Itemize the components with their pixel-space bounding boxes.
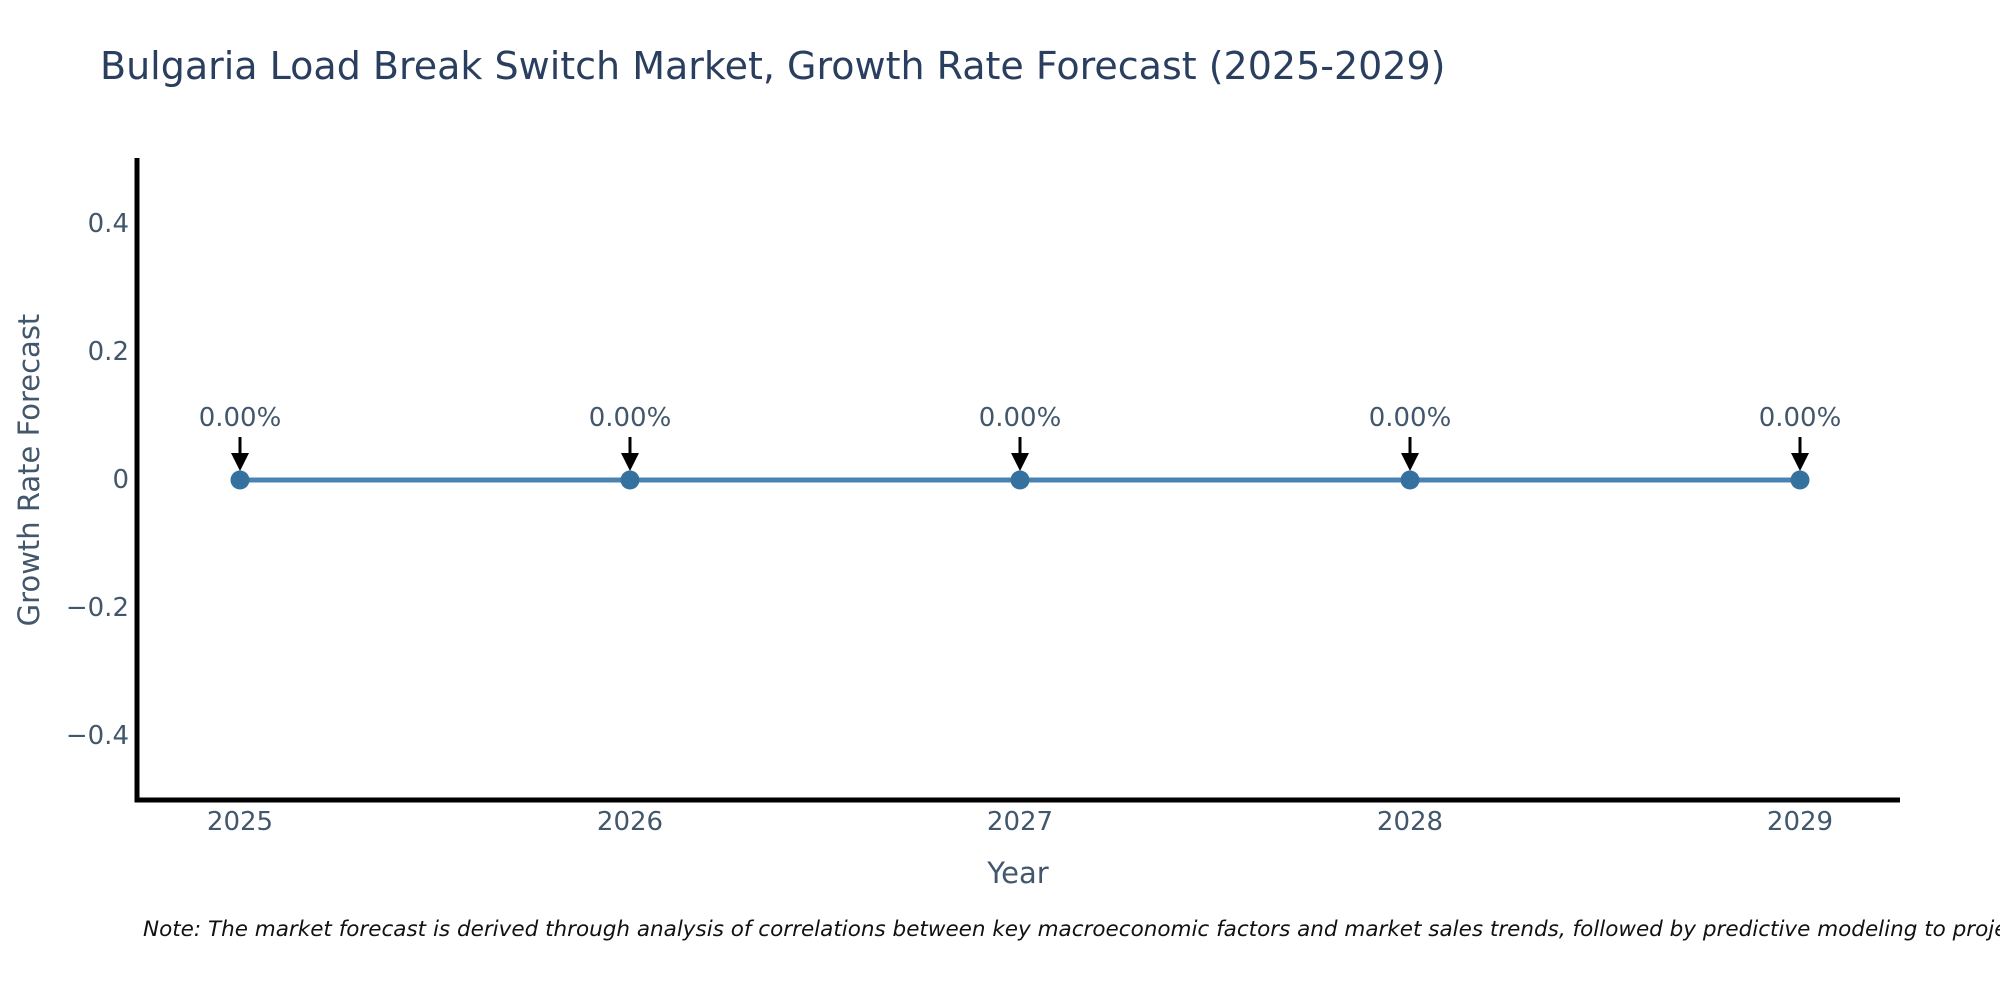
footnote: Note: The market forecast is derived thr… bbox=[143, 917, 2000, 942]
y-tick-label: −0.2 bbox=[65, 593, 129, 623]
annotation-arrow-2029 bbox=[1791, 437, 1809, 471]
x-axis-title: Year bbox=[987, 856, 1049, 890]
x-tick-label: 2028 bbox=[1376, 807, 1444, 837]
y-tick-label: −0.4 bbox=[65, 721, 129, 751]
point-value-label: 0.00% bbox=[978, 403, 1062, 433]
point-value-label: 0.00% bbox=[1368, 403, 1452, 433]
point-value-label: 0.00% bbox=[1758, 403, 1842, 433]
x-tick-label: 2026 bbox=[596, 807, 664, 837]
x-tick-label: 2029 bbox=[1766, 807, 1834, 837]
annotation-arrow-2027 bbox=[1011, 437, 1029, 471]
x-tick-label: 2025 bbox=[206, 807, 274, 837]
y-tick-label: 0 bbox=[112, 465, 129, 495]
data-point-2028 bbox=[1400, 470, 1420, 490]
data-point-2025 bbox=[230, 470, 250, 490]
data-point-2027 bbox=[1010, 470, 1030, 490]
point-value-label: 0.00% bbox=[588, 403, 672, 433]
y-tick-label: 0.4 bbox=[87, 209, 129, 239]
data-point-2026 bbox=[620, 470, 640, 490]
annotation-arrow-2025 bbox=[231, 437, 249, 471]
point-value-label: 0.00% bbox=[198, 403, 282, 433]
y-tick-label: 0.2 bbox=[87, 337, 129, 367]
x-tick-label: 2027 bbox=[986, 807, 1054, 837]
data-point-2029 bbox=[1790, 470, 1810, 490]
annotation-arrow-2028 bbox=[1401, 437, 1419, 471]
chart-title: Bulgaria Load Break Switch Market, Growt… bbox=[100, 44, 1446, 88]
annotation-arrow-2026 bbox=[621, 437, 639, 471]
